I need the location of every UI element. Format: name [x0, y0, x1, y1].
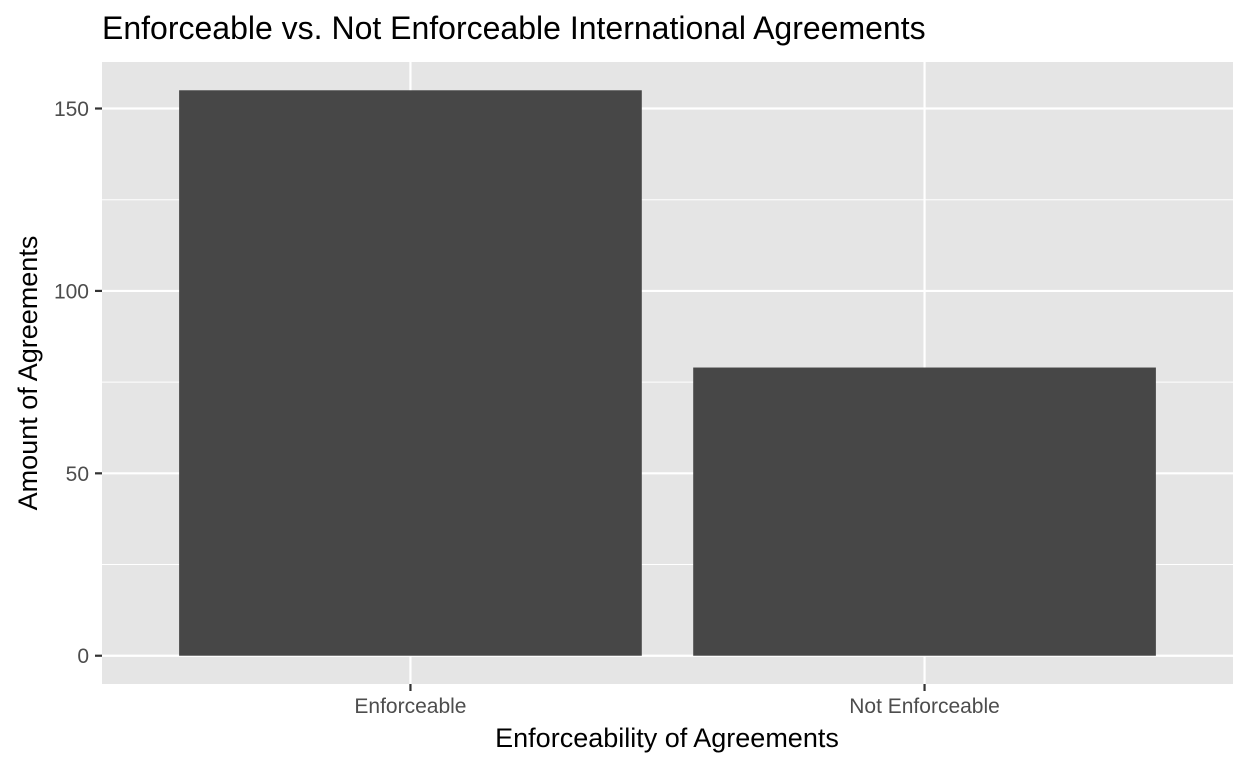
y-tick-label-150: 150 — [54, 98, 89, 121]
x-tick-label-0: Enforceable — [354, 695, 466, 718]
y-tick-label-50: 50 — [66, 463, 89, 486]
bar-enforceable — [179, 90, 642, 656]
y-tick-label-0: 0 — [77, 645, 89, 668]
x-tick-label-1: Not Enforceable — [849, 695, 1000, 718]
chart-title: Enforceable vs. Not Enforceable Internat… — [102, 10, 926, 46]
x-axis: Enforceable Not Enforceable — [354, 684, 1000, 718]
bar-not-enforceable — [693, 367, 1156, 656]
y-axis: 0 50 100 150 — [54, 98, 102, 668]
x-axis-title: Enforceability of Agreements — [495, 723, 839, 753]
bars — [179, 90, 1156, 656]
y-axis-title: Amount of Agreements — [13, 236, 43, 511]
y-tick-label-100: 100 — [54, 280, 89, 303]
